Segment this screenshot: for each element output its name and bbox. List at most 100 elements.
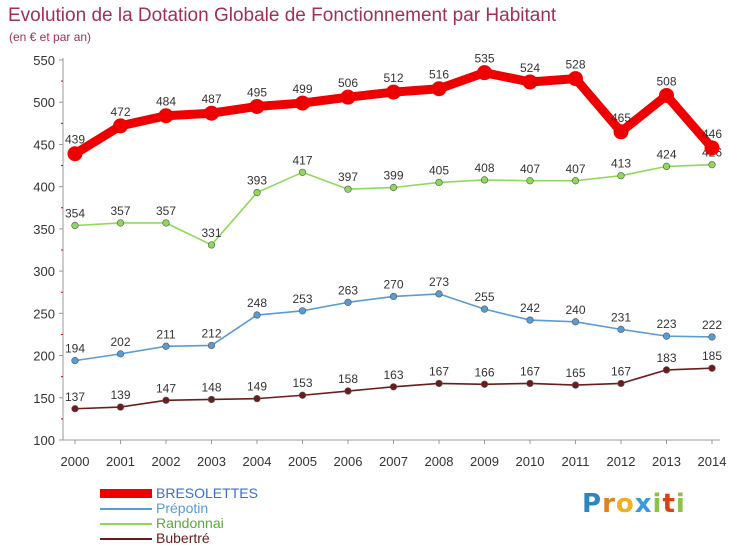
logo-letter: r bbox=[602, 489, 616, 519]
data-label-bubertre: 137 bbox=[65, 390, 85, 404]
data-point-prepotin bbox=[708, 333, 716, 341]
data-point-bubertre bbox=[162, 396, 170, 404]
data-label-prepotin: 242 bbox=[520, 301, 540, 315]
data-label-bresolettes: 446 bbox=[702, 127, 722, 141]
logo-letter: i bbox=[652, 489, 663, 519]
data-label-randonnai: 407 bbox=[565, 162, 585, 176]
data-label-prepotin: 253 bbox=[292, 292, 312, 306]
y-tick-label: 500 bbox=[33, 95, 55, 110]
data-point-bubertre bbox=[207, 395, 216, 404]
data-point-randonnai bbox=[389, 183, 398, 192]
data-point-bresolettes bbox=[568, 71, 583, 87]
data-label-prepotin: 270 bbox=[383, 277, 403, 291]
legend-swatch bbox=[100, 489, 152, 498]
data-label-prepotin: 222 bbox=[702, 318, 722, 332]
data-point-prepotin bbox=[571, 318, 580, 326]
data-label-prepotin: 194 bbox=[65, 342, 85, 356]
x-tick-label: 2010 bbox=[516, 454, 545, 469]
data-point-prepotin bbox=[253, 311, 261, 319]
legend-label: Bubertré bbox=[156, 530, 210, 546]
data-label-bubertre: 148 bbox=[201, 380, 221, 394]
data-label-prepotin: 240 bbox=[565, 303, 585, 317]
data-label-prepotin: 273 bbox=[429, 275, 449, 289]
legend-label: Randonnai bbox=[156, 515, 224, 531]
logo-letter: o bbox=[615, 489, 635, 519]
data-label-bresolettes: 508 bbox=[656, 74, 676, 88]
proxiti-logo: Proxiti bbox=[582, 489, 686, 519]
data-point-bresolettes bbox=[386, 84, 401, 100]
logo-letter: t bbox=[662, 489, 676, 519]
legend-swatch bbox=[100, 538, 152, 540]
y-tick-label: 350 bbox=[33, 222, 55, 237]
data-label-prepotin: 223 bbox=[656, 317, 676, 331]
data-label-prepotin: 263 bbox=[338, 283, 358, 297]
data-point-prepotin bbox=[162, 342, 170, 350]
legend-label: BRESOLETTES bbox=[156, 485, 258, 501]
y-tick-label: 150 bbox=[33, 391, 55, 406]
data-point-randonnai bbox=[162, 219, 170, 227]
chart-title: Evolution de la Dotation Globale de Fonc… bbox=[8, 5, 557, 26]
x-tick-label: 2004 bbox=[243, 454, 272, 469]
data-label-randonnai: 393 bbox=[247, 174, 267, 188]
data-point-bubertre bbox=[571, 381, 580, 389]
data-point-bresolettes bbox=[204, 105, 219, 121]
data-point-bubertre bbox=[435, 379, 443, 388]
data-point-bresolettes bbox=[340, 89, 356, 105]
data-label-bubertre: 153 bbox=[292, 376, 312, 390]
x-tick-label: 2012 bbox=[607, 454, 636, 469]
data-point-bresolettes bbox=[113, 118, 128, 134]
data-point-bubertre bbox=[298, 391, 307, 399]
data-label-bresolettes: 528 bbox=[565, 58, 585, 72]
data-point-randonnai bbox=[708, 161, 716, 169]
data-label-bresolettes: 472 bbox=[110, 105, 130, 119]
data-label-bubertre: 149 bbox=[247, 380, 267, 394]
data-point-bresolettes bbox=[522, 74, 538, 90]
data-label-randonnai: 407 bbox=[520, 162, 540, 176]
data-point-bubertre bbox=[389, 383, 398, 391]
data-label-bubertre: 183 bbox=[656, 351, 676, 365]
data-label-prepotin: 212 bbox=[201, 326, 221, 340]
data-label-randonnai: 405 bbox=[429, 163, 449, 177]
data-point-prepotin bbox=[389, 292, 398, 301]
data-point-bubertre bbox=[526, 379, 534, 388]
data-point-randonnai bbox=[253, 188, 261, 197]
data-point-bresolettes bbox=[477, 65, 492, 81]
x-tick-label: 2002 bbox=[152, 454, 181, 469]
data-point-bubertre bbox=[617, 379, 625, 388]
logo-letter: x bbox=[634, 489, 653, 519]
data-point-randonnai bbox=[435, 178, 443, 187]
x-tick-label: 2014 bbox=[698, 454, 727, 469]
logo-letter: P bbox=[582, 489, 603, 519]
data-label-prepotin: 211 bbox=[156, 327, 175, 341]
data-point-bubertre bbox=[71, 405, 79, 413]
data-label-randonnai: 417 bbox=[292, 153, 312, 167]
data-label-bubertre: 158 bbox=[338, 372, 358, 386]
data-label-bubertre: 147 bbox=[156, 381, 176, 395]
x-tick-label: 2006 bbox=[334, 454, 363, 469]
data-point-prepotin bbox=[435, 290, 443, 298]
data-point-randonnai bbox=[480, 176, 489, 184]
y-tick-label: 250 bbox=[33, 306, 55, 321]
data-label-randonnai: 354 bbox=[65, 207, 85, 221]
x-tick-label: 2001 bbox=[106, 454, 135, 469]
data-label-prepotin: 202 bbox=[110, 335, 130, 349]
y-tick-label: 200 bbox=[33, 349, 55, 364]
data-point-bubertre bbox=[253, 395, 261, 403]
data-label-bresolettes: 499 bbox=[292, 82, 312, 96]
data-point-prepotin bbox=[344, 298, 352, 306]
data-point-randonnai bbox=[71, 221, 79, 230]
data-point-prepotin bbox=[480, 305, 489, 313]
data-label-randonnai: 413 bbox=[611, 157, 631, 171]
data-point-randonnai bbox=[116, 219, 125, 227]
x-tick-label: 2000 bbox=[61, 454, 90, 469]
legend-swatch bbox=[100, 523, 152, 525]
data-label-bresolettes: 465 bbox=[611, 111, 631, 125]
data-point-bubertre bbox=[344, 387, 352, 395]
data-point-bresolettes bbox=[431, 81, 447, 97]
data-label-bresolettes: 439 bbox=[65, 133, 85, 147]
data-label-randonnai: 357 bbox=[156, 204, 176, 218]
chart-subtitle: (en € et par an) bbox=[9, 30, 92, 44]
x-tick-label: 2011 bbox=[562, 454, 590, 469]
data-point-bresolettes bbox=[158, 108, 174, 124]
